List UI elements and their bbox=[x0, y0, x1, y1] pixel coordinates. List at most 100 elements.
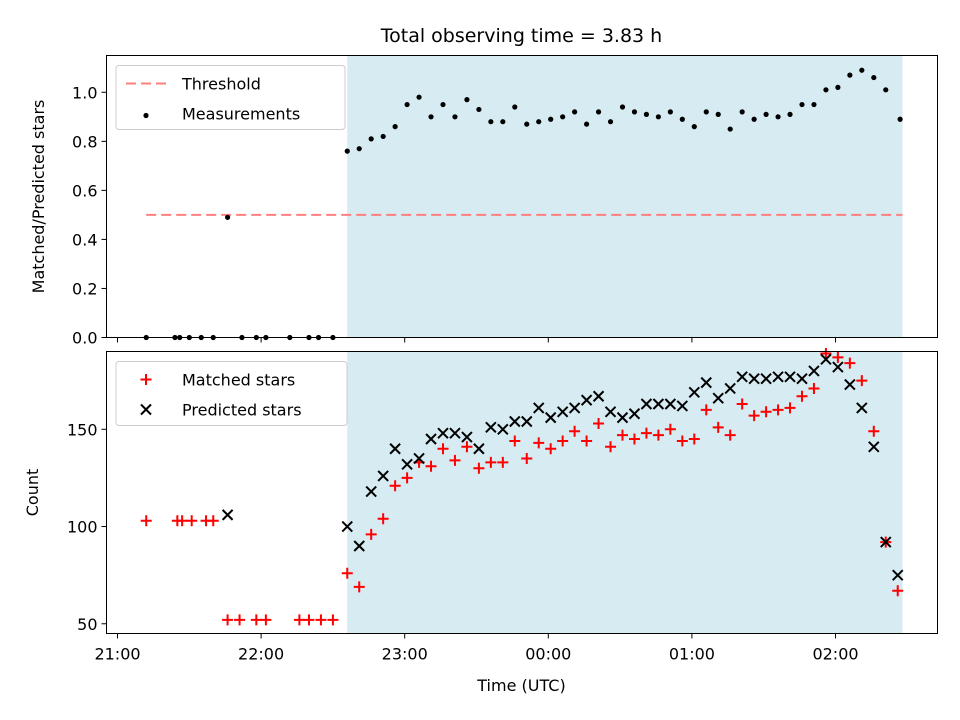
panel2-matched-point bbox=[616, 429, 628, 441]
panel2-matched-point bbox=[437, 443, 449, 455]
panel2-predicted-point bbox=[652, 398, 665, 410]
panel2-matched-point bbox=[449, 454, 461, 466]
panel2-predicted-point bbox=[425, 433, 437, 445]
panel2-predicted-point bbox=[688, 386, 701, 399]
panel1-point bbox=[751, 116, 757, 122]
panel2: 50 100 150 21:00 22:00 23:00 00:00 01:00 02:00 Co… bbox=[23, 347, 938, 664]
panel1-point bbox=[631, 109, 638, 115]
panel1-point bbox=[691, 124, 697, 130]
panel2-predicted-point bbox=[640, 398, 653, 410]
panel2-predicted-point bbox=[724, 382, 736, 395]
panel2-legend-label: Matched stars bbox=[182, 371, 295, 390]
panel2-predicted-point bbox=[580, 394, 593, 406]
panel2-matched-point bbox=[772, 404, 784, 416]
panel2-matched-point bbox=[844, 357, 856, 369]
panel1-point bbox=[512, 104, 518, 110]
panel2-matched-point bbox=[377, 513, 389, 525]
panel2-series-2 bbox=[221, 353, 904, 581]
panel2-legend: Matched stars Predicted stars bbox=[115, 361, 348, 426]
panel2-matched-point bbox=[593, 417, 605, 429]
panel2-predicted-point bbox=[509, 415, 521, 428]
panel1-point bbox=[488, 119, 494, 125]
panel2-matched-point bbox=[652, 429, 664, 441]
panel1-ytick-label: 0.2 bbox=[72, 279, 97, 298]
panel1-point bbox=[500, 119, 506, 125]
panel2-matched-point bbox=[676, 435, 688, 447]
panel1-legend: Threshold Measurements bbox=[115, 65, 346, 130]
panel2-predicted-point bbox=[401, 458, 413, 471]
panel2-predicted-point bbox=[772, 371, 784, 383]
panel2-predicted-point bbox=[568, 402, 581, 414]
panel1-point bbox=[871, 74, 877, 81]
panel2-matched-point bbox=[509, 435, 521, 447]
panel1-point bbox=[404, 101, 410, 108]
panel1-point bbox=[440, 101, 446, 108]
panel2-predicted-point bbox=[748, 373, 760, 385]
panel2-predicted-point bbox=[413, 452, 425, 465]
panel2-matched-point bbox=[628, 433, 640, 445]
panel2-matched-point bbox=[389, 480, 401, 492]
panel1-point bbox=[572, 109, 578, 115]
panel2-predicted-point bbox=[497, 423, 509, 436]
panel2-predicted-point bbox=[808, 365, 820, 377]
panel2-matched-point bbox=[303, 614, 315, 626]
panel2-predicted-point bbox=[856, 402, 868, 414]
panel2-matched-point bbox=[748, 410, 760, 422]
panel2-matched-point bbox=[640, 427, 652, 439]
panel1-point bbox=[859, 67, 865, 73]
panel2-matched-point bbox=[569, 425, 581, 437]
panel1-axes-frame bbox=[106, 55, 938, 338]
panel1-point bbox=[739, 109, 745, 115]
panel1-legend-box bbox=[115, 65, 346, 130]
panel2-matched-point bbox=[581, 435, 593, 447]
panel1-point bbox=[536, 119, 542, 125]
panel2-predicted-point bbox=[676, 400, 689, 412]
panel1-ylabel: Matched/Predicted stars bbox=[29, 100, 48, 294]
panel1-ytick-label: 1.0 bbox=[72, 83, 97, 102]
panel1-ytick-label: 0.6 bbox=[72, 181, 97, 200]
panel1-ytick-label: 0.0 bbox=[72, 329, 97, 348]
panel2-matched-point bbox=[700, 404, 712, 416]
panel2-predicted-point bbox=[341, 520, 353, 533]
panel1-point bbox=[380, 133, 386, 140]
panel1: 0.0 0.2 0.4 0.6 0.8 1.0 Matched/Predicted star… bbox=[29, 55, 938, 348]
panel2-xtick-label: 22:00 bbox=[238, 645, 284, 664]
panel2-matched-point bbox=[497, 456, 509, 468]
panel2-predicted-point bbox=[604, 406, 617, 418]
panel2-matched-point bbox=[784, 402, 796, 414]
panel2-predicted-point bbox=[473, 443, 485, 455]
panel2-predicted-point bbox=[712, 392, 724, 404]
panel1-point bbox=[799, 101, 805, 108]
panel2-matched-point bbox=[736, 398, 748, 410]
panel2-matched-point bbox=[222, 614, 234, 626]
panel1-point bbox=[703, 109, 709, 115]
panel1-point bbox=[787, 111, 793, 117]
panel1-point bbox=[416, 94, 422, 100]
panel2-matched-point bbox=[473, 462, 485, 474]
panel2-matched-point bbox=[892, 585, 904, 597]
panel1-point bbox=[763, 111, 769, 117]
panel2-matched-point bbox=[140, 515, 152, 527]
panel2-matched-point bbox=[605, 441, 617, 453]
panel1-point bbox=[224, 214, 231, 220]
panel1-point bbox=[476, 106, 482, 113]
panel2-matched-point bbox=[234, 614, 246, 626]
panel2-predicted-point bbox=[796, 373, 808, 385]
panel2-ytick-label: 50 bbox=[77, 615, 97, 634]
panel2-matched-point bbox=[260, 614, 272, 626]
panel1-point bbox=[655, 114, 661, 120]
panel2-predicted-point bbox=[784, 371, 796, 383]
panel1-point bbox=[428, 114, 434, 120]
panel2-matched-point bbox=[425, 460, 437, 472]
panel2-matched-point bbox=[365, 528, 377, 540]
panel1-point bbox=[897, 116, 903, 122]
panel2-predicted-point bbox=[880, 536, 892, 548]
panel2-predicted-point bbox=[556, 406, 569, 418]
panel2-matched-point bbox=[545, 443, 557, 455]
panel2-series-1 bbox=[140, 347, 904, 626]
panel1-legend-dot-swatch bbox=[143, 112, 149, 119]
panel2-predicted-point bbox=[461, 431, 473, 443]
panel2-xtick-label: 21:00 bbox=[94, 645, 140, 664]
panel2-matched-point bbox=[557, 435, 569, 447]
